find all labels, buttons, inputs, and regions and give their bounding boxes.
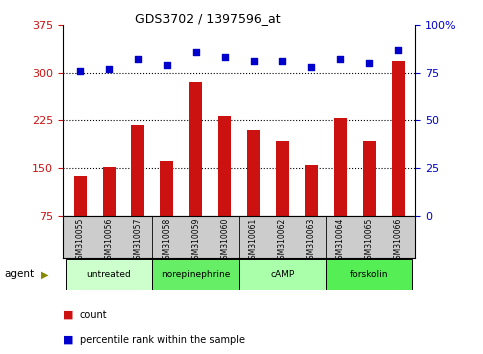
Bar bbox=[247, 130, 260, 216]
Bar bbox=[218, 116, 231, 216]
Point bbox=[365, 60, 373, 66]
Text: GSM310058: GSM310058 bbox=[162, 218, 171, 264]
Bar bbox=[160, 160, 173, 216]
Text: GSM310063: GSM310063 bbox=[307, 218, 316, 264]
Text: percentile rank within the sample: percentile rank within the sample bbox=[80, 335, 245, 345]
FancyBboxPatch shape bbox=[66, 259, 152, 290]
Point bbox=[163, 62, 170, 68]
Text: GSM310061: GSM310061 bbox=[249, 218, 258, 264]
Text: forskolin: forskolin bbox=[350, 270, 388, 279]
Text: ■: ■ bbox=[63, 335, 73, 345]
Bar bbox=[305, 165, 318, 216]
Point bbox=[221, 55, 228, 60]
Text: GSM310057: GSM310057 bbox=[133, 218, 142, 264]
Text: GSM310059: GSM310059 bbox=[191, 218, 200, 264]
Bar bbox=[392, 61, 405, 216]
Point bbox=[134, 56, 142, 62]
Bar bbox=[189, 82, 202, 216]
Text: count: count bbox=[80, 310, 107, 320]
Bar bbox=[102, 167, 115, 216]
Bar bbox=[363, 141, 376, 216]
Text: agent: agent bbox=[5, 269, 35, 279]
Text: ■: ■ bbox=[63, 310, 73, 320]
Text: GSM310060: GSM310060 bbox=[220, 218, 229, 264]
FancyBboxPatch shape bbox=[152, 259, 239, 290]
Text: GSM310066: GSM310066 bbox=[394, 218, 402, 264]
Point bbox=[279, 58, 286, 64]
Point bbox=[250, 58, 257, 64]
Point bbox=[105, 66, 113, 72]
FancyBboxPatch shape bbox=[326, 259, 412, 290]
Text: GSM310056: GSM310056 bbox=[104, 218, 114, 264]
Point bbox=[336, 56, 344, 62]
Text: ▶: ▶ bbox=[41, 269, 49, 279]
Text: norepinephrine: norepinephrine bbox=[161, 270, 230, 279]
Point bbox=[394, 47, 402, 52]
Point bbox=[76, 68, 84, 74]
Bar bbox=[73, 176, 86, 216]
Text: untreated: untreated bbox=[86, 270, 131, 279]
Point bbox=[308, 64, 315, 70]
Text: GSM310064: GSM310064 bbox=[336, 218, 345, 264]
Bar bbox=[276, 141, 289, 216]
Bar bbox=[131, 125, 144, 216]
Point bbox=[192, 49, 199, 55]
Text: GDS3702 / 1397596_at: GDS3702 / 1397596_at bbox=[135, 12, 281, 25]
Text: GSM310062: GSM310062 bbox=[278, 218, 287, 264]
Text: cAMP: cAMP bbox=[270, 270, 295, 279]
Text: GSM310065: GSM310065 bbox=[365, 218, 374, 264]
Text: GSM310055: GSM310055 bbox=[76, 218, 85, 264]
Bar bbox=[334, 119, 347, 216]
FancyBboxPatch shape bbox=[239, 259, 326, 290]
